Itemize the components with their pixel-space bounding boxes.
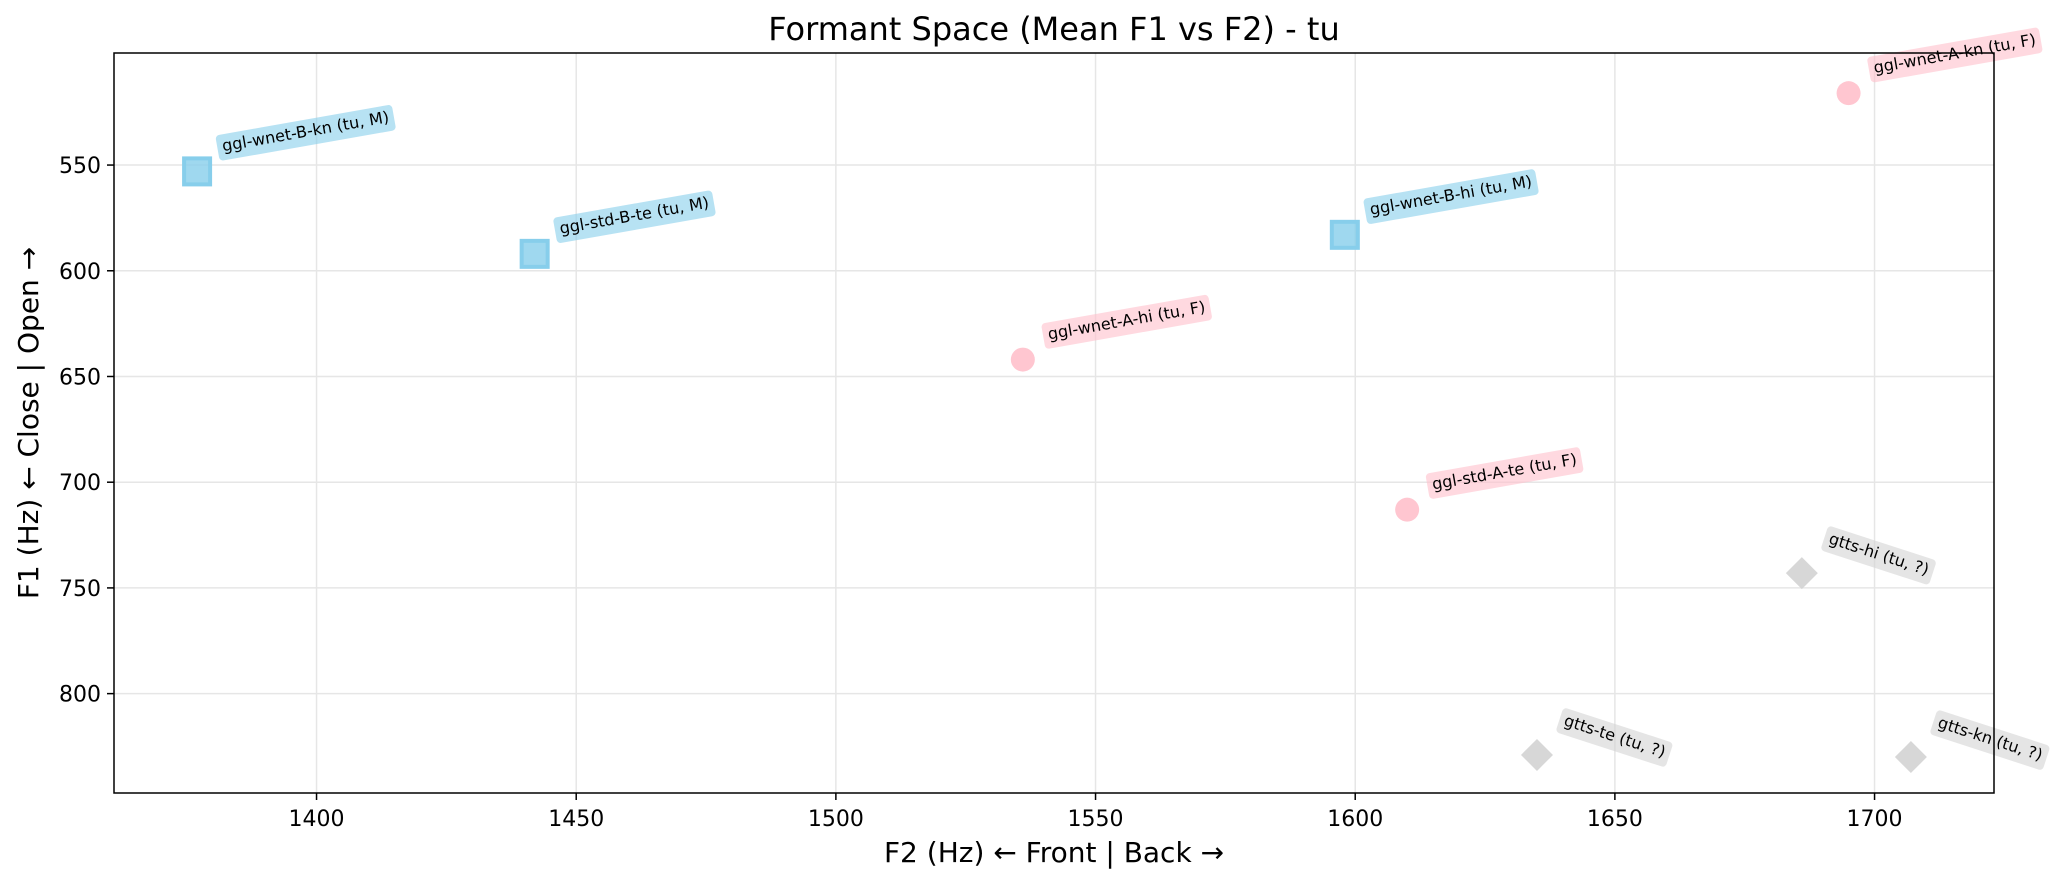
y-axis-label: F1 (Hz) ← Close | Open →	[12, 247, 45, 599]
point-marker-square	[519, 238, 550, 269]
point-marker-diamond	[1894, 741, 1927, 774]
point-marker-circle	[1836, 81, 1861, 106]
data-points	[182, 81, 1927, 774]
point-marker-circle	[1395, 497, 1420, 522]
point-label-box	[1041, 294, 1212, 349]
y-tick-label: 600	[59, 260, 101, 285]
point-label-box	[1930, 710, 2050, 770]
grid-lines	[114, 53, 1994, 793]
x-tick-label: 1450	[548, 807, 604, 832]
point-marker-diamond	[1785, 557, 1818, 590]
point-label-box	[1556, 708, 1673, 767]
point-label-box	[1821, 526, 1936, 585]
point-marker-square	[1329, 219, 1360, 250]
point-label-box	[1867, 27, 2043, 83]
x-tick-label: 1550	[1068, 807, 1124, 832]
x-tick-label: 1400	[289, 807, 345, 832]
x-axis-label: F2 (Hz) ← Front | Back →	[884, 836, 1224, 869]
chart-title: Formant Space (Mean F1 vs F2) - tu	[768, 10, 1339, 48]
point-label-box	[215, 105, 396, 161]
y-tick-label: 750	[59, 577, 101, 602]
y-tick-label: 800	[59, 683, 101, 708]
x-tick-label: 1500	[808, 807, 864, 832]
y-tick-label: 650	[59, 365, 101, 390]
point-label-box	[1425, 447, 1584, 499]
x-tick-label: 1600	[1327, 807, 1383, 832]
x-tick-label: 1700	[1847, 807, 1903, 832]
y-tick-label: 700	[59, 471, 101, 496]
point-marker-circle	[1010, 347, 1035, 372]
plot-frame	[113, 52, 1995, 794]
point-label-box	[553, 190, 716, 243]
point-marker-square	[182, 156, 213, 187]
y-tick-label: 550	[59, 154, 101, 179]
point-label-box	[1363, 169, 1539, 224]
axis-ticks: 1400 1450 1500 1550 1600 1650 1700 550 600 650 700…	[59, 154, 1903, 832]
point-marker-diamond	[1520, 738, 1553, 771]
x-tick-label: 1650	[1587, 807, 1643, 832]
